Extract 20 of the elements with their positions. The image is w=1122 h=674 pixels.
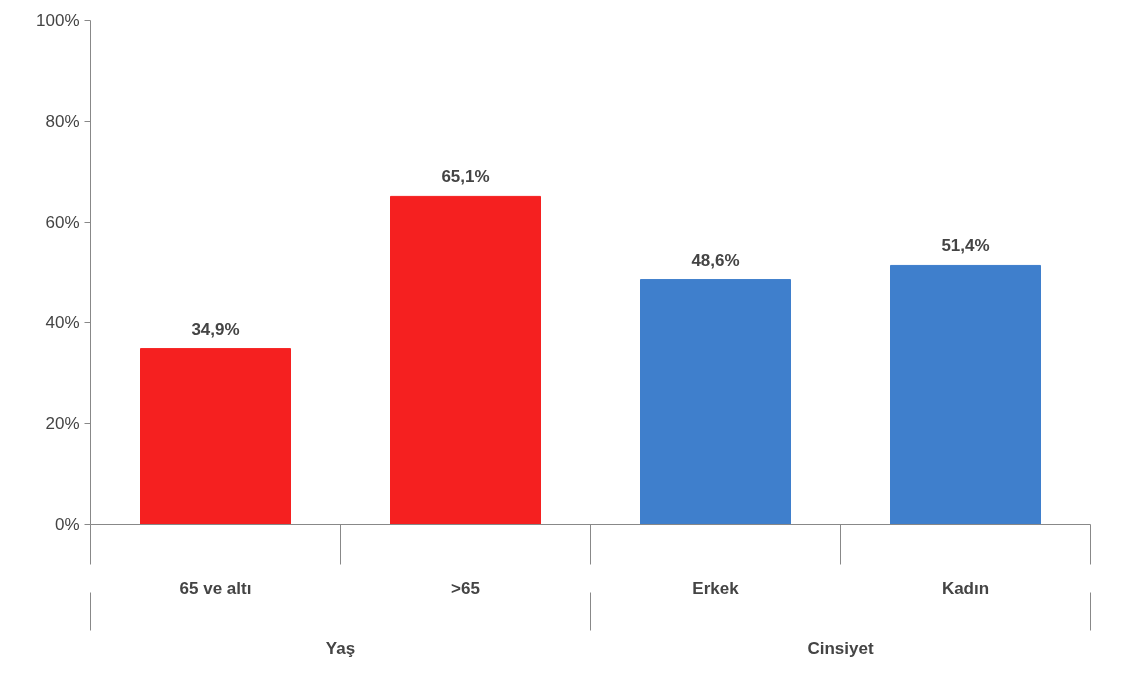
y-tick-label: 60% — [45, 212, 80, 232]
bar — [140, 348, 291, 525]
x-tick-label: Kadın — [941, 578, 990, 598]
data-label: 51,4% — [941, 236, 990, 256]
data-label: 34,9% — [191, 319, 240, 339]
y-tick-label: 0% — [54, 515, 80, 534]
y-tick-label: 20% — [45, 414, 80, 434]
bar — [890, 264, 1041, 525]
text: Yaş — [325, 638, 356, 658]
bar — [640, 279, 791, 525]
data-label: 65,1% — [441, 167, 490, 187]
x-tick-label: >65 — [451, 578, 480, 598]
x-tick-label: Erkek — [692, 578, 740, 598]
y-tick-label: 80% — [45, 111, 80, 131]
x-tick-label: 65 ve altı — [179, 578, 252, 598]
bar — [390, 195, 541, 525]
text: Cinsiyet — [807, 638, 874, 658]
data-label: 48,6% — [691, 250, 740, 270]
y-tick-label: 100% — [36, 11, 80, 30]
y-tick-label: 40% — [45, 313, 80, 333]
